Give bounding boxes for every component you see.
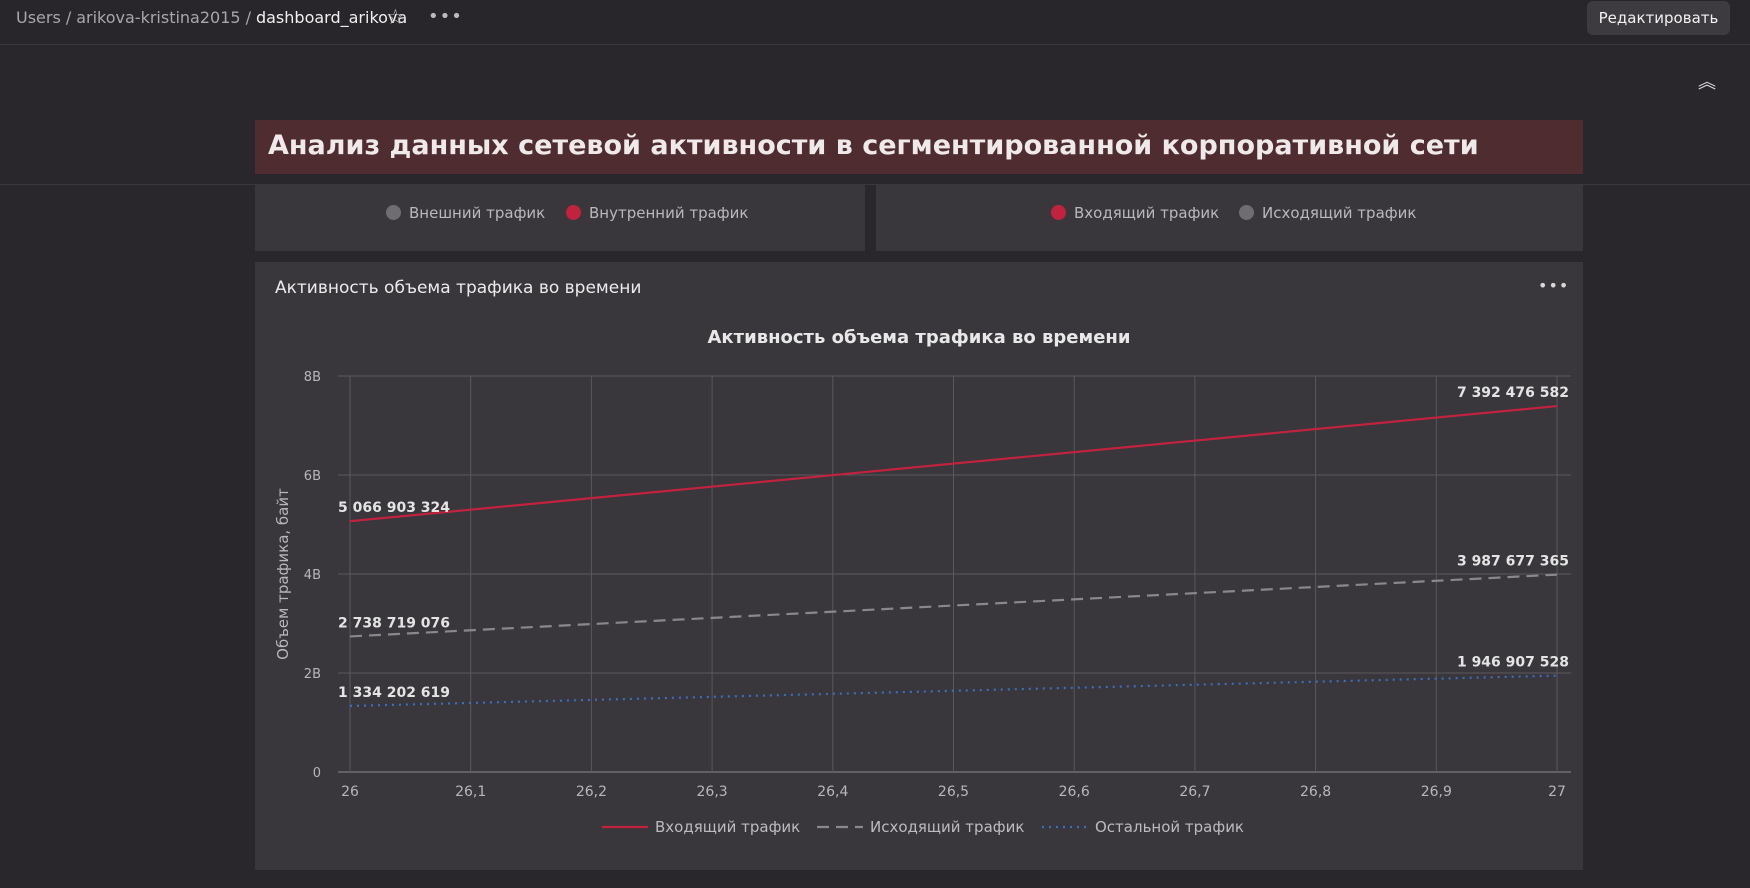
star-icon[interactable]: ☆ bbox=[386, 5, 405, 29]
legend-item-incoming[interactable]: Входящий трафик bbox=[1051, 204, 1219, 222]
x-tick-label: 27 bbox=[1548, 784, 1566, 800]
widget-title: Активность объема трафика во времени bbox=[275, 278, 642, 298]
x-tick-label: 26,3 bbox=[697, 784, 728, 800]
data-label: 5 066 903 324 bbox=[338, 500, 450, 516]
breadcrumb-item-users[interactable]: Users bbox=[16, 8, 61, 27]
x-tick-label: 26,4 bbox=[817, 784, 848, 800]
data-label: 2 738 719 076 bbox=[338, 615, 450, 631]
data-label: 3 987 677 365 bbox=[1457, 554, 1569, 570]
more-options-icon[interactable]: ••• bbox=[428, 6, 463, 27]
x-tick-label: 26,8 bbox=[1300, 784, 1331, 800]
x-tick-label: 26,9 bbox=[1421, 784, 1452, 800]
top-bar: Users / arikova-kristina2015/dashboard_ari… bbox=[0, 0, 1750, 45]
data-label: 1 946 907 528 bbox=[1457, 655, 1569, 671]
legend-panel-right: Входящий трафик Исходящий трафик bbox=[876, 185, 1583, 251]
chart-widget: Активность объема трафика во времени •••… bbox=[255, 262, 1583, 870]
edit-button[interactable]: Редактировать bbox=[1587, 1, 1730, 35]
series-line-2 bbox=[349, 674, 1558, 708]
legend-item-outgoing[interactable]: Исходящий трафик bbox=[1239, 204, 1416, 222]
y-tick-label: 4B bbox=[304, 568, 321, 583]
series-line-1 bbox=[349, 573, 1558, 638]
legend-label: Входящий трафик bbox=[1074, 204, 1220, 222]
data-label: 1 334 202 619 bbox=[338, 685, 450, 701]
y-axis-label: Объем трафика, байт bbox=[274, 488, 292, 660]
x-tick-label: 26,7 bbox=[1179, 784, 1210, 800]
x-tick-label: 26 bbox=[341, 784, 359, 800]
legend-label: Входящий трафик bbox=[655, 818, 800, 836]
breadcrumb-separator: / bbox=[245, 8, 251, 27]
dashboard-title-banner: Анализ данных сетевой активности в сегме… bbox=[255, 120, 1583, 174]
legend-item-internal[interactable]: Внутренний трафик bbox=[566, 204, 748, 222]
y-tick-label: 6B bbox=[304, 469, 321, 484]
x-tick-label: 26,2 bbox=[576, 784, 607, 800]
breadcrumb-separator: / bbox=[65, 8, 72, 27]
data-label: 7 392 476 582 bbox=[1457, 385, 1569, 401]
legend-label: Исходящий трафик bbox=[870, 818, 1024, 836]
dashboard-title: Анализ данных сетевой активности в сегме… bbox=[268, 130, 1479, 161]
breadcrumb: Users / arikova-kristina2015/dashboard_ari… bbox=[16, 8, 407, 27]
x-tick-label: 26,1 bbox=[455, 784, 486, 800]
y-tick-label: 8B bbox=[304, 370, 321, 385]
legend-label: Исходящий трафик bbox=[1262, 204, 1417, 222]
double-chevron-up-icon[interactable]: ︽ bbox=[1698, 72, 1716, 93]
y-tick-label: 2B bbox=[304, 667, 321, 682]
widget-more-icon[interactable]: ••• bbox=[1538, 276, 1570, 295]
chart-title: Активность объема трафика во времени bbox=[708, 327, 1131, 348]
legend-marker bbox=[1051, 205, 1066, 220]
legend-marker bbox=[566, 205, 581, 220]
legend-marker bbox=[1239, 205, 1254, 220]
legend-marker bbox=[386, 205, 401, 220]
legend-label: Внешний трафик bbox=[409, 204, 546, 222]
legend-label: Внутренний трафик bbox=[589, 204, 749, 222]
y-tick-label: 0 bbox=[313, 766, 321, 781]
breadcrumb-item-user[interactable]: arikova-kristina2015 bbox=[76, 8, 241, 27]
x-tick-label: 26,6 bbox=[1059, 784, 1090, 800]
breadcrumb-current: dashboard_arikova bbox=[255, 8, 408, 27]
series-line-0 bbox=[349, 404, 1558, 523]
line-chart: Активность объема трафика во времени 0 2B 4… bbox=[274, 327, 1571, 836]
legend-panel-left: Внешний трафик Внутренний трафик bbox=[255, 185, 865, 251]
legend-label: Остальной трафик bbox=[1095, 818, 1244, 836]
x-tick-label: 26,5 bbox=[938, 784, 969, 800]
legend-item-external[interactable]: Внешний трафик bbox=[386, 204, 545, 222]
